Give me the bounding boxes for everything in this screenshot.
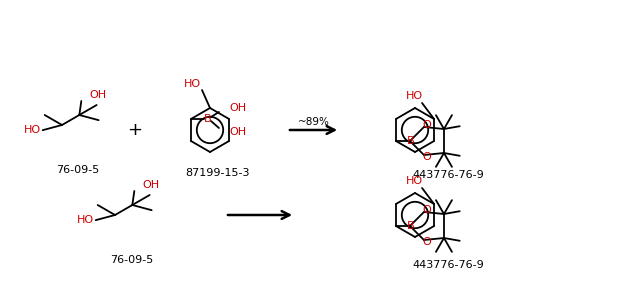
Text: HO: HO (77, 215, 94, 225)
Text: O: O (422, 120, 431, 130)
Text: 76-09-5: 76-09-5 (57, 165, 100, 175)
Text: +: + (128, 121, 142, 139)
Text: B: B (407, 136, 415, 146)
Text: OH: OH (90, 90, 107, 100)
Text: O: O (422, 205, 431, 215)
Text: 87199-15-3: 87199-15-3 (186, 168, 250, 178)
Text: OH: OH (229, 103, 246, 113)
Text: OH: OH (229, 127, 246, 137)
Text: OH: OH (142, 180, 159, 190)
Text: O: O (422, 237, 431, 247)
Text: B: B (204, 114, 211, 124)
Text: 443776-76-9: 443776-76-9 (412, 260, 484, 270)
Text: 76-09-5: 76-09-5 (110, 255, 154, 265)
Text: O: O (422, 152, 431, 162)
Text: HO: HO (406, 91, 423, 101)
Text: HO: HO (184, 79, 201, 89)
Text: 443776-76-9: 443776-76-9 (412, 170, 484, 180)
Text: ~89%: ~89% (298, 117, 330, 127)
Text: HO: HO (406, 176, 423, 186)
Text: B: B (407, 221, 415, 231)
Text: HO: HO (24, 125, 41, 135)
